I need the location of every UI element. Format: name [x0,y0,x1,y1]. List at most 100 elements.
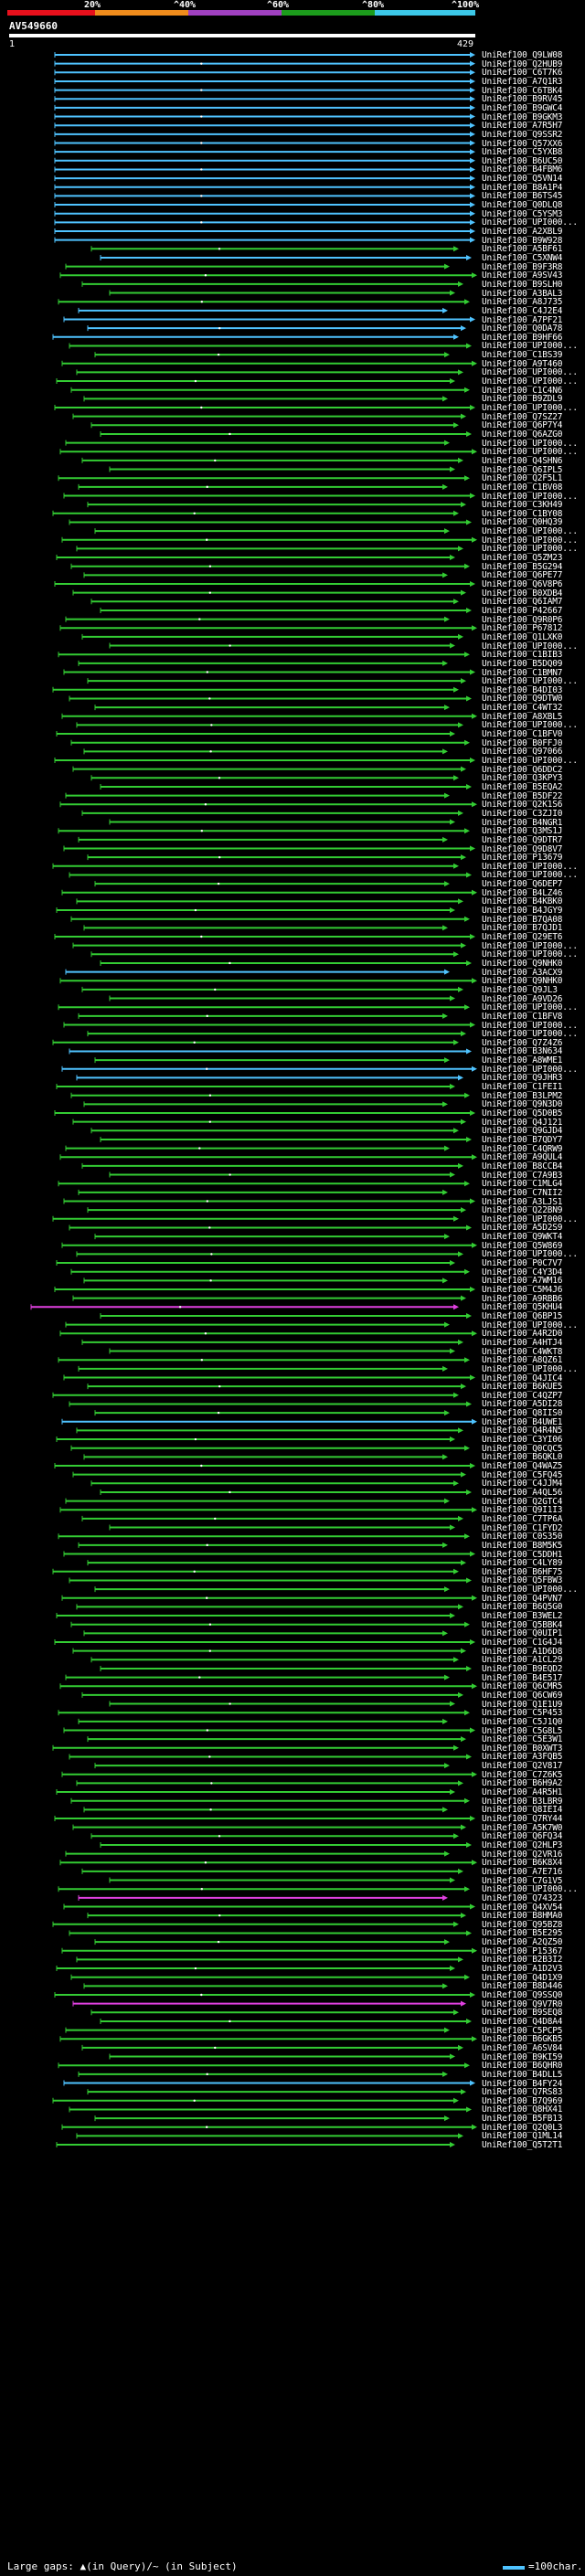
hit-label[interactable]: UniRef100_Q7RS83 [482,2087,563,2098]
hit-label[interactable]: UniRef100_A2XBL9 [482,227,563,237]
hit-label[interactable]: UniRef100_A1CL29 [482,1655,563,1666]
hit-label[interactable]: UniRef100_UPI000... [482,756,578,766]
hit-label[interactable]: UniRef100_B7Q969 [482,2095,563,2106]
hit-track[interactable] [83,1983,448,1989]
hit-track[interactable] [70,563,470,569]
hit-label[interactable]: UniRef100_A4R5H1 [482,1787,563,1798]
hit-track[interactable] [69,519,472,525]
hit-label[interactable]: UniRef100_C5YSM3 [482,208,563,219]
hit-track[interactable] [56,1966,455,1972]
hit-label[interactable]: UniRef100_UPI000... [482,1064,578,1075]
hit-label[interactable]: UniRef100_B6GKB5 [482,2034,563,2045]
hit-track[interactable] [54,1463,475,1468]
hit-label[interactable]: UniRef100_B9RV45 [482,94,563,105]
hit-track[interactable] [63,1551,475,1557]
hit-track[interactable] [69,343,472,349]
hit-track[interactable] [58,652,470,658]
hit-label[interactable]: UniRef100_A3FQB5 [482,1752,563,1763]
hit-track[interactable] [87,1031,466,1037]
hit-label[interactable]: UniRef100_Q6DDC2 [482,764,563,775]
hit-label[interactable]: UniRef100_C4QRW9 [482,1143,563,1154]
hit-label[interactable]: UniRef100_A8QZ61 [482,1355,563,1366]
hit-track[interactable] [94,352,450,358]
hit-label[interactable]: UniRef100_B9KI59 [482,2051,563,2062]
hit-track[interactable] [65,263,450,270]
hit-track[interactable] [78,307,448,313]
hit-track[interactable] [72,942,466,949]
hit-label[interactable]: UniRef100_C1BV08 [482,482,563,493]
hit-label[interactable]: UniRef100_A3LJS1 [482,1196,563,1207]
hit-label[interactable]: UniRef100_B9ZDL9 [482,394,563,405]
hit-label[interactable]: UniRef100_Q8HX41 [482,2104,563,2115]
hit-label[interactable]: UniRef100_Q0UIP1 [482,1628,563,1639]
hit-label[interactable]: UniRef100_P15367 [482,1945,563,1956]
hit-track[interactable] [109,1877,455,1883]
hit-label[interactable]: UniRef100_Q97066 [482,747,563,758]
hit-label[interactable]: UniRef100_B3LBR9 [482,1796,563,1807]
hit-track[interactable] [54,934,475,939]
hit-track[interactable] [56,378,455,385]
hit-track[interactable] [56,731,455,737]
hit-label[interactable]: UniRef100_P42667 [482,605,563,616]
hit-track[interactable] [52,1744,459,1751]
hit-label[interactable]: UniRef100_Q4XV54 [482,1902,563,1913]
hit-label[interactable]: UniRef100_B9SEQ8 [482,2008,563,2019]
hit-label[interactable]: UniRef100_Q7RY44 [482,1814,563,1824]
hit-track[interactable] [69,1754,472,1760]
hit-track[interactable] [81,633,463,640]
hit-track[interactable] [54,1992,475,1998]
hit-label[interactable]: UniRef100_Q8IEI4 [482,1805,563,1816]
hit-track[interactable] [72,1648,466,1654]
hit-label[interactable]: UniRef100_A9QUL4 [482,1152,563,1163]
hit-track[interactable] [65,1498,450,1504]
hit-label[interactable]: UniRef100_C1BMN7 [482,667,563,678]
hit-track[interactable] [69,1048,472,1055]
hit-track[interactable] [83,1454,448,1460]
hit-track[interactable] [63,316,475,323]
hit-label[interactable]: UniRef100_Q7SZ27 [482,411,563,422]
hit-track[interactable] [54,405,475,410]
hit-label[interactable]: UniRef100_A5DI28 [482,1399,563,1410]
hit-label[interactable]: UniRef100_Q0DLQ8 [482,200,563,211]
hit-track[interactable] [69,872,472,878]
hit-label[interactable]: UniRef100_B7QDY7 [482,1134,563,1145]
hit-label[interactable]: UniRef100_Q0HQ39 [482,517,563,528]
hit-track[interactable] [52,1039,459,1045]
hit-track[interactable] [69,1577,472,1584]
hit-track[interactable] [78,1542,448,1548]
hit-track[interactable] [63,669,475,675]
hit-label[interactable]: UniRef100_B4KBK0 [482,896,563,907]
hit-label[interactable]: UniRef100_A5BF61 [482,244,563,255]
hit-label[interactable]: UniRef100_Q5KHU4 [482,1302,563,1313]
hit-track[interactable] [76,2133,463,2139]
hit-label[interactable]: UniRef100_B3WEL2 [482,1611,563,1622]
hit-track[interactable] [90,1657,459,1663]
hit-track[interactable] [54,122,475,129]
hit-track[interactable] [72,1295,466,1301]
hit-track[interactable] [94,1586,450,1593]
hit-track[interactable] [109,1171,455,1178]
hit-label[interactable]: UniRef100_Q3KPY3 [482,773,563,784]
hit-track[interactable] [94,1763,450,1769]
hit-track[interactable] [54,104,475,111]
hit-track[interactable] [109,1701,455,1707]
hit-label[interactable]: UniRef100_UPI000... [482,1020,578,1031]
hit-track[interactable] [78,660,448,666]
hit-label[interactable]: UniRef100_B6H9A2 [482,1778,563,1789]
hit-track[interactable] [63,1374,475,1381]
hit-label[interactable]: UniRef100_Q4SHN6 [482,455,563,466]
hit-label[interactable]: UniRef100_Q9SSR2 [482,129,563,140]
hit-label[interactable]: UniRef100_C1FYD2 [482,1522,563,1533]
hit-track[interactable] [87,678,466,684]
hit-track[interactable] [90,599,459,605]
hit-label[interactable]: UniRef100_B9GWC4 [482,102,563,113]
hit-label[interactable]: UniRef100_B5E295 [482,1928,563,1939]
hit-track[interactable] [54,113,475,120]
hit-track[interactable] [83,1630,448,1637]
hit-track[interactable] [65,1321,450,1328]
hit-track[interactable] [52,510,459,516]
hit-track[interactable] [65,616,450,622]
hit-label[interactable]: UniRef100_UPI000... [482,1320,578,1330]
hit-label[interactable]: UniRef100_Q2GTC4 [482,1496,563,1507]
hit-label[interactable]: UniRef100_C0S350 [482,1532,563,1542]
